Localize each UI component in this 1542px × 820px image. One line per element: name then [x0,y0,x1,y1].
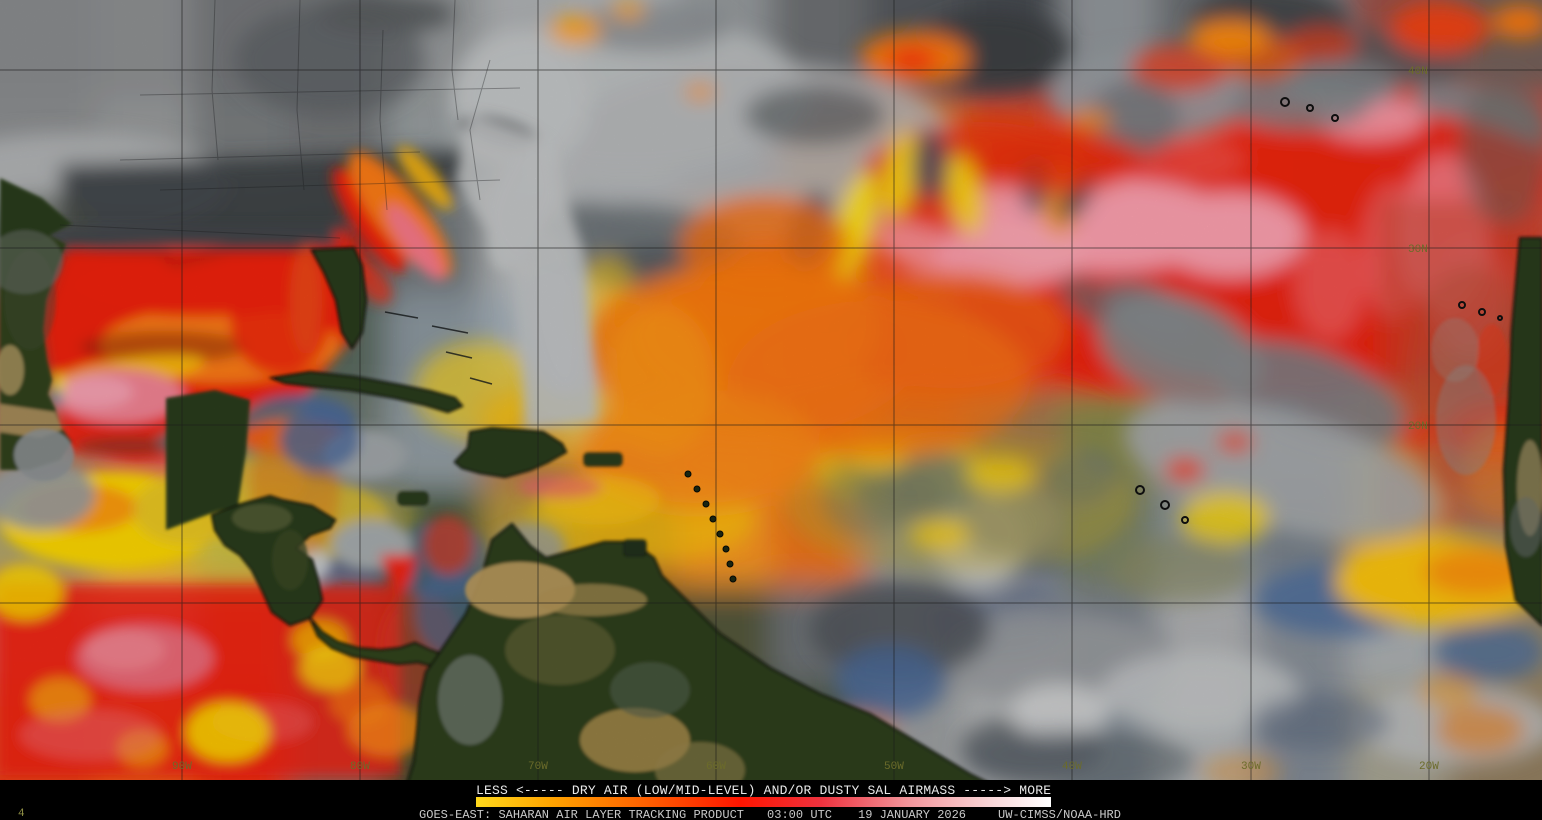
svg-text:GOES-EAST: SAHARAN AIR LAYER T: GOES-EAST: SAHARAN AIR LAYER TRACKING PR… [419,808,744,820]
svg-text:4: 4 [18,808,25,820]
svg-text:90W: 90W [172,761,192,773]
svg-text:20N: 20N [1408,421,1428,433]
svg-text:UW-CIMSS/NOAA-HRD: UW-CIMSS/NOAA-HRD [998,808,1121,820]
svg-text:60W: 60W [706,761,726,773]
svg-text:80W: 80W [350,761,370,773]
svg-text:30W: 30W [1241,761,1261,773]
svg-text:40N: 40N [1408,66,1428,78]
svg-text:30N: 30N [1408,244,1428,256]
svg-text:20W: 20W [1419,761,1439,773]
svg-text:LESS <----- DRY AIR (LOW/MID-L: LESS <----- DRY AIR (LOW/MID-LEVEL) AND/… [476,783,1051,798]
svg-text:40W: 40W [1062,761,1082,773]
svg-text:19 JANUARY 2026: 19 JANUARY 2026 [858,808,966,820]
svg-text:03:00 UTC: 03:00 UTC [767,808,832,820]
svg-text:70W: 70W [528,761,548,773]
svg-text:50W: 50W [884,761,904,773]
